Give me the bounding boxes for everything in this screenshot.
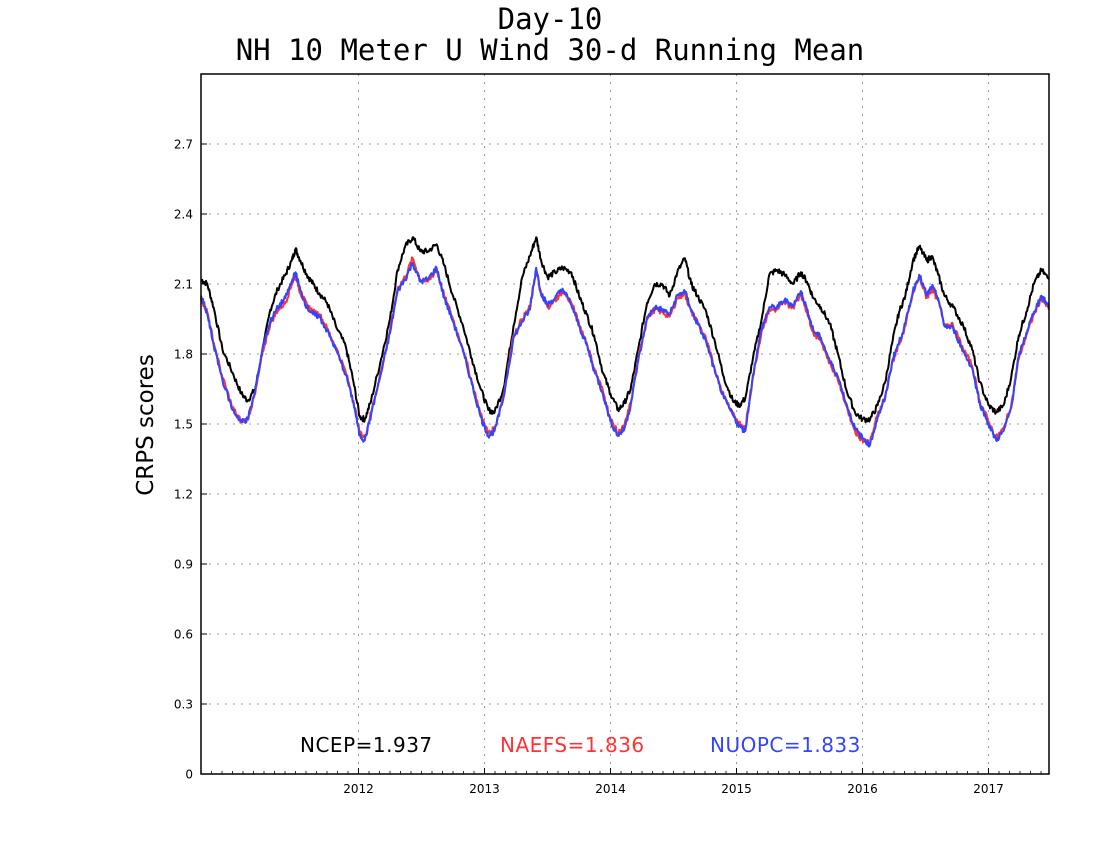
- series-line-3: [200, 262, 1050, 448]
- y-axis-label: CRPS scores: [133, 354, 159, 496]
- y-tick-label: 0: [185, 768, 193, 782]
- y-tick-label: 1.5: [174, 418, 193, 432]
- y-tick-label: 2.7: [174, 138, 193, 152]
- y-tick-label: 0.3: [174, 698, 193, 712]
- x-tick-label: 2014: [595, 782, 626, 796]
- series-layer: [200, 236, 1050, 448]
- tick-layer: 0 0.3 0.6 0.9 1.2 1.5 1.8 2.1 2.4 2.7 2012 2013 2014…: [174, 138, 1042, 796]
- y-tick-label: 1.8: [174, 348, 193, 362]
- x-tick-label: 2013: [469, 782, 500, 796]
- y-tick-label: 0.6: [174, 628, 193, 642]
- x-tick-label: 2017: [973, 782, 1004, 796]
- legend-naefs: NAEFS=1.836: [500, 733, 645, 757]
- y-tick-label: 2.1: [174, 278, 193, 292]
- x-tick-label: 2015: [721, 782, 752, 796]
- chart-title: Day-10: [497, 2, 603, 36]
- y-tick-label: 1.2: [174, 488, 193, 502]
- legend-ncep: NCEP=1.937: [300, 733, 433, 757]
- x-tick-label: 2016: [847, 782, 878, 796]
- y-tick-label: 0.9: [174, 558, 193, 572]
- series-line-1: [200, 236, 1050, 424]
- x-tick-label: 2012: [343, 782, 374, 796]
- chart-subtitle: NH 10 Meter U Wind 30-d Running Mean: [235, 33, 865, 67]
- legend-nuopc: NUOPC=1.833: [710, 733, 861, 757]
- y-tick-label: 2.4: [174, 208, 193, 222]
